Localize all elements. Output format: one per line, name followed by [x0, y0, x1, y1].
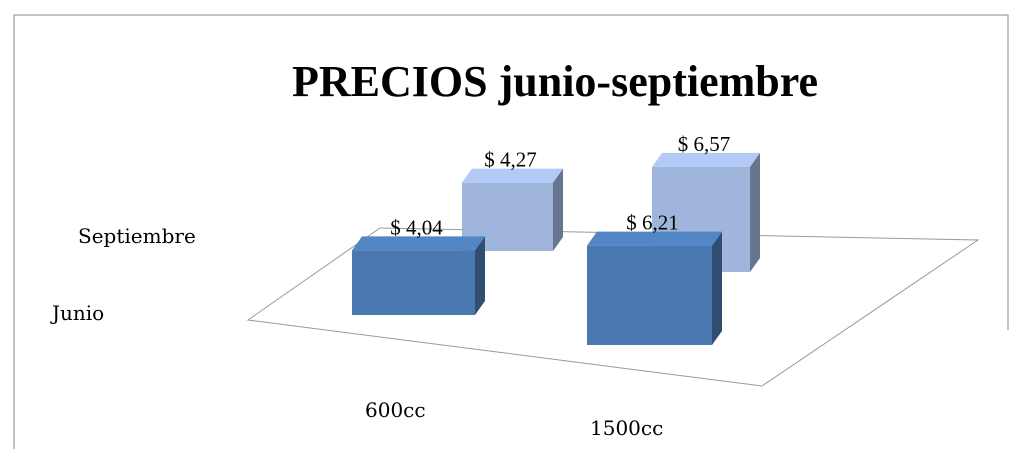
bar-side [712, 231, 722, 345]
series-label: Junio [50, 301, 104, 325]
data-label: $ 6,21 [626, 211, 679, 235]
x-tick-label: 1500cc [590, 416, 663, 440]
bar-side [553, 168, 563, 251]
chart-frame [13, 14, 1009, 449]
bar [587, 245, 712, 345]
data-label: $ 6,57 [678, 132, 731, 156]
x-tick-label: 600cc [365, 398, 426, 422]
bar-top [352, 236, 485, 251]
bar-top [462, 168, 563, 183]
bar-top [652, 152, 760, 167]
bar [352, 250, 475, 315]
bar-side [475, 236, 485, 315]
data-label: $ 4,27 [484, 148, 537, 172]
series-label: Septiembre [78, 224, 196, 248]
bar-side [750, 152, 760, 272]
bar-top [587, 231, 722, 246]
data-label: $ 4,04 [390, 215, 443, 239]
chart-title: PRECIOS junio-septiembre [292, 57, 818, 106]
